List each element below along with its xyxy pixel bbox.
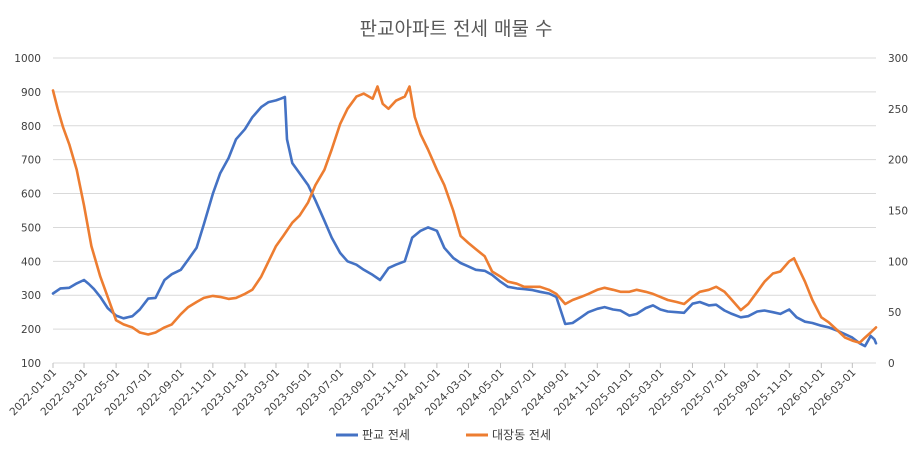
right-tick-label: 100: [888, 256, 908, 268]
left-tick-label: 700: [21, 155, 41, 167]
series-line-2: [51, 85, 878, 345]
right-tick-label: 150: [888, 206, 908, 218]
left-tick-label: 200: [21, 324, 41, 336]
left-tick-label: 800: [21, 121, 41, 133]
legend-label: 대장동 전세: [492, 428, 551, 442]
left-tick-label: 1000: [14, 53, 41, 65]
gridlines: [53, 57, 876, 364]
right-tick-label: 300: [888, 53, 908, 65]
left-tick-label: 400: [21, 256, 41, 268]
left-tick-label: 900: [21, 87, 41, 99]
legend-label: 판교 전세: [362, 428, 410, 442]
left-tick-label: 300: [21, 290, 41, 302]
chart-title: 판교아파트 전세 매물 수: [360, 18, 553, 40]
right-tick-label: 50: [888, 307, 901, 319]
right-tick-label: 200: [888, 155, 908, 167]
left-tick-label: 600: [21, 189, 41, 201]
legend: 판교 전세 대장동 전세: [336, 428, 551, 442]
right-tick-label: 0: [888, 358, 895, 370]
series-line-1: [51, 95, 878, 348]
series-lines: [51, 85, 878, 348]
left-tick-label: 500: [21, 222, 41, 234]
right-axis-ticks: 0 50 100 150 200 250 300: [888, 53, 908, 370]
right-tick-label: 250: [888, 104, 908, 116]
left-tick-label: 100: [21, 358, 41, 370]
left-axis-ticks: 100 200 300 400 500 600 700 800 900 1000: [14, 53, 41, 370]
